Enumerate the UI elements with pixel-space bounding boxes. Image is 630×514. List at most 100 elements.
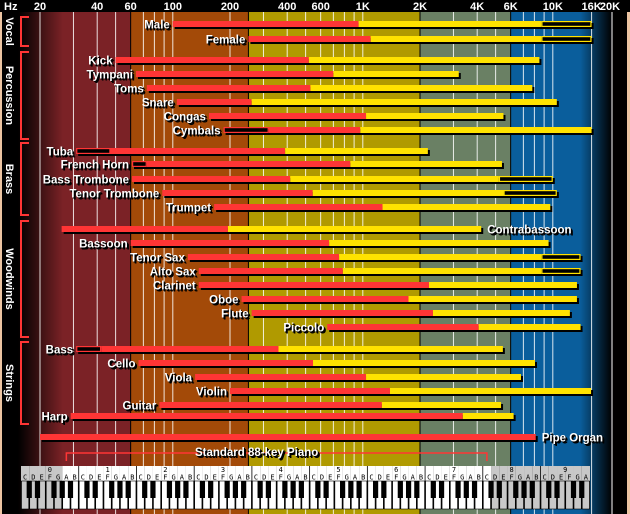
note-letter: E xyxy=(270,474,274,482)
bar-segment-yellow xyxy=(285,148,428,154)
instrument-label: Toms xyxy=(114,84,144,96)
note-letter: C xyxy=(543,474,547,482)
instrument-label: Tenor Trombone xyxy=(69,189,159,201)
note-letter: C xyxy=(138,474,142,482)
octave-number: 2 xyxy=(163,466,167,474)
keyboard-header-cell xyxy=(499,466,508,481)
instrument-row: Alto Sax xyxy=(150,267,583,279)
keyboard-header-cell xyxy=(29,466,38,481)
axis-tick-label: 40 xyxy=(91,1,103,13)
keyboard-header-cell xyxy=(441,466,450,481)
black-key xyxy=(488,481,494,498)
instrument-row: Tenor Trombone xyxy=(69,189,559,201)
note-letter: G xyxy=(460,474,464,482)
note-letter: F xyxy=(452,474,456,482)
black-key xyxy=(208,481,214,498)
bar-segment-yellow xyxy=(358,21,542,27)
keyboard-header-cell xyxy=(334,466,343,481)
axis-bar xyxy=(0,0,630,12)
keyboard-header-cell xyxy=(557,466,566,481)
black-key xyxy=(554,481,560,498)
note-letter: B xyxy=(361,474,365,482)
axis-tick-label: 400 xyxy=(278,1,296,13)
instrument-label: Viola xyxy=(165,373,193,385)
black-key xyxy=(463,481,469,498)
note-letter: F xyxy=(510,474,514,482)
bar-segment-yellow xyxy=(360,127,592,133)
axis-tick-label: 1K xyxy=(356,1,370,13)
instrument-row: Male xyxy=(144,20,594,32)
note-letter: B xyxy=(477,474,481,482)
instrument-row: Kick xyxy=(88,56,542,68)
group-bracket xyxy=(20,142,29,216)
keyboard-header-cell xyxy=(119,466,129,481)
bar-segment-yellow xyxy=(329,240,549,246)
instrument-label: Bass xyxy=(46,345,74,357)
instrument-label: Violin xyxy=(196,387,227,399)
keyboard-header-cell xyxy=(474,466,483,481)
bar-segment-yellow xyxy=(382,204,551,210)
bar-segment-black xyxy=(132,161,147,168)
bar-segment-yellow xyxy=(310,85,533,91)
keyboard-header-cell xyxy=(111,466,120,481)
black-key xyxy=(381,481,387,498)
instrument-row: Contrabassoon xyxy=(61,225,572,237)
keyboard-header-cell xyxy=(342,466,351,481)
note-letter: F xyxy=(567,474,571,482)
axis-unit-label: Hz xyxy=(4,1,18,13)
keyboard-header-cell xyxy=(416,466,426,481)
note-letter: E xyxy=(501,474,505,482)
keyboard-header-cell xyxy=(194,466,203,481)
piano-range-label: Standard 88-key Piano xyxy=(195,447,318,459)
bar-segment-black xyxy=(541,21,592,28)
instrument-row: Congas xyxy=(164,112,506,124)
note-letter: A xyxy=(122,474,127,482)
instrument-label: Oboe xyxy=(209,295,238,307)
bar-segment-black xyxy=(76,346,102,353)
note-letter: E xyxy=(559,474,563,482)
keyboard-header-cell xyxy=(449,466,459,481)
note-letter: E xyxy=(155,474,159,482)
black-key xyxy=(92,481,98,498)
bar-segment-red xyxy=(268,127,361,133)
keyboard-header-cell xyxy=(169,466,178,481)
bar-segment-red xyxy=(162,190,313,196)
note-letter: B xyxy=(130,474,134,482)
note-letter: A xyxy=(180,474,185,482)
keyboard-header-cell xyxy=(433,466,442,481)
black-key xyxy=(84,481,90,498)
bar-segment-red xyxy=(187,254,340,260)
keyboard-header-cell xyxy=(202,466,211,481)
axis-tick-label: 4K xyxy=(470,1,484,13)
instrument-row: Snare xyxy=(142,98,559,110)
keyboard-header-cell xyxy=(548,466,558,481)
note-letter: G xyxy=(345,474,349,482)
bar-segment-red xyxy=(248,36,371,42)
bar-segment-red xyxy=(61,226,228,232)
black-key xyxy=(356,481,362,498)
note-letter: G xyxy=(576,474,580,482)
axis-tick-label: 10K xyxy=(543,1,563,13)
note-letter: A xyxy=(526,474,531,482)
black-key xyxy=(117,481,123,498)
black-key xyxy=(290,481,296,498)
note-letter: A xyxy=(64,474,69,482)
black-key xyxy=(150,481,156,498)
note-letter: G xyxy=(229,474,233,482)
octave-number: 9 xyxy=(563,466,567,474)
black-key xyxy=(67,481,74,498)
keyboard-header-cell xyxy=(70,466,79,481)
note-letter: C xyxy=(427,474,431,482)
instrument-row: Violin xyxy=(196,387,594,399)
bar-segment-yellow xyxy=(478,324,581,330)
bar-segment-yellow xyxy=(389,388,592,394)
black-key xyxy=(570,481,577,498)
band-fade-right xyxy=(580,12,612,514)
bar-segment-red xyxy=(198,282,429,288)
keyboard-header-cell xyxy=(260,466,269,481)
instrument-label: Cello xyxy=(107,359,135,371)
note-letter: B xyxy=(72,474,76,482)
instrument-row: Bass Trombone xyxy=(43,175,555,187)
bar-segment-yellow xyxy=(366,374,521,380)
instrument-label: Harp xyxy=(41,412,67,424)
